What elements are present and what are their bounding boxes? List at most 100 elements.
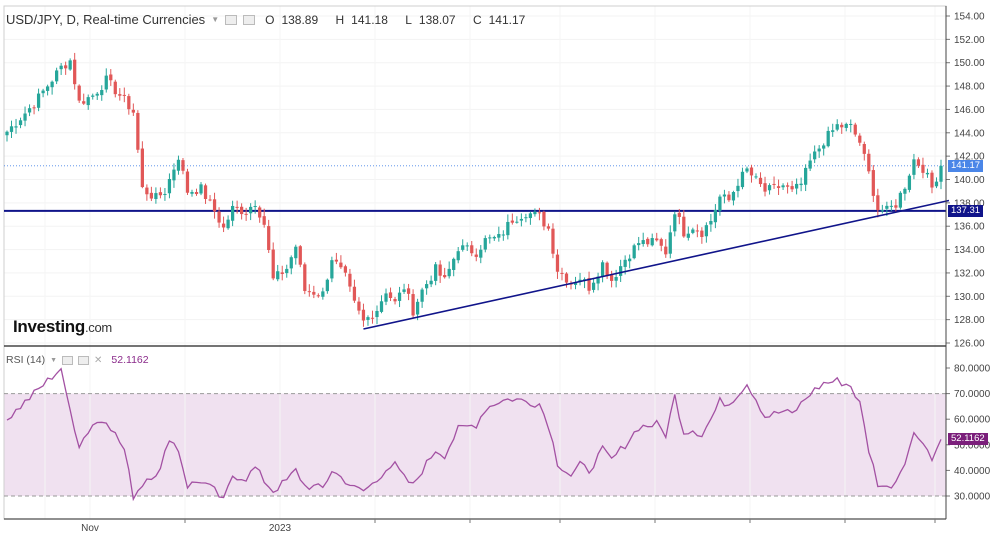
candle[interactable] (492, 235, 496, 241)
candle[interactable] (41, 88, 45, 98)
candle[interactable] (167, 173, 172, 199)
candle[interactable] (506, 214, 510, 240)
candle[interactable] (271, 242, 275, 281)
candle[interactable] (289, 255, 293, 275)
candle[interactable] (758, 172, 763, 187)
close-icon[interactable]: ✕ (94, 354, 103, 366)
candle[interactable] (86, 94, 90, 110)
candle[interactable] (109, 69, 113, 86)
candle[interactable] (145, 184, 149, 201)
candle[interactable] (384, 288, 388, 306)
candle[interactable] (303, 262, 307, 295)
candle[interactable] (375, 305, 379, 325)
candle[interactable] (443, 267, 447, 279)
candle[interactable] (916, 157, 921, 169)
candle[interactable] (862, 141, 866, 161)
candle[interactable] (763, 176, 767, 197)
candle[interactable] (203, 183, 208, 204)
candle[interactable] (100, 85, 104, 101)
candle[interactable] (736, 178, 740, 198)
candle[interactable] (163, 188, 167, 201)
candle[interactable] (713, 204, 718, 229)
candle[interactable] (934, 177, 939, 189)
candle[interactable] (217, 207, 221, 228)
candle[interactable] (149, 186, 154, 202)
candle[interactable] (249, 203, 253, 221)
candle[interactable] (226, 215, 230, 230)
candle[interactable] (456, 246, 460, 264)
candle[interactable] (637, 236, 641, 251)
settings-icon[interactable] (62, 355, 74, 365)
candle[interactable] (294, 244, 298, 265)
candle[interactable] (379, 295, 384, 314)
candle[interactable] (258, 205, 262, 223)
candle[interactable] (844, 122, 848, 132)
candle[interactable] (600, 260, 605, 283)
candle[interactable] (767, 183, 772, 195)
candle[interactable] (700, 227, 704, 244)
candle[interactable] (591, 278, 596, 293)
candle[interactable] (632, 243, 636, 260)
candle[interactable] (50, 80, 54, 95)
candle[interactable] (650, 233, 654, 247)
candle[interactable] (388, 287, 393, 302)
candle[interactable] (316, 293, 320, 298)
candle[interactable] (898, 191, 903, 210)
candle[interactable] (804, 164, 808, 192)
candle[interactable] (330, 256, 334, 283)
candle[interactable] (533, 208, 537, 217)
candle[interactable] (515, 216, 519, 224)
candle[interactable] (840, 122, 844, 134)
candle[interactable] (194, 188, 199, 196)
candle[interactable] (23, 106, 27, 127)
candle[interactable] (36, 88, 41, 112)
candle[interactable] (27, 104, 32, 117)
candle[interactable] (406, 283, 411, 301)
candle[interactable] (655, 232, 659, 242)
candle[interactable] (794, 178, 799, 195)
candle[interactable] (64, 61, 68, 75)
candle[interactable] (628, 254, 632, 269)
candle[interactable] (154, 187, 158, 204)
candle[interactable] (334, 252, 339, 265)
candle[interactable] (230, 200, 235, 227)
candle[interactable] (181, 158, 185, 175)
candle[interactable] (73, 52, 77, 90)
candle[interactable] (619, 259, 623, 283)
candle[interactable] (461, 239, 465, 252)
candle[interactable] (420, 287, 424, 308)
candle[interactable] (68, 58, 72, 71)
candle[interactable] (488, 234, 492, 244)
candle[interactable] (709, 213, 713, 232)
candle[interactable] (479, 245, 483, 264)
candle[interactable] (158, 187, 163, 199)
candle[interactable] (925, 168, 930, 178)
candle[interactable] (501, 230, 505, 241)
candle[interactable] (497, 226, 501, 242)
candle[interactable] (190, 189, 194, 197)
candle[interactable] (682, 210, 686, 238)
candle[interactable] (677, 208, 681, 225)
candle[interactable] (754, 173, 758, 179)
chart-title[interactable]: USD/JPY, D, Real-time Currencies (6, 12, 206, 27)
candle[interactable] (808, 153, 812, 172)
candle[interactable] (876, 188, 880, 218)
candle[interactable] (646, 237, 650, 247)
candle[interactable] (799, 177, 803, 192)
candle[interactable] (267, 219, 271, 253)
candle[interactable] (172, 163, 176, 188)
candle[interactable] (894, 199, 898, 212)
candle[interactable] (907, 173, 912, 193)
candle[interactable] (867, 149, 871, 174)
candle[interactable] (307, 284, 311, 297)
candle[interactable] (542, 210, 546, 231)
candle[interactable] (551, 223, 555, 259)
candle[interactable] (871, 165, 875, 202)
candle[interactable] (835, 119, 839, 132)
candle[interactable] (772, 176, 776, 189)
candle[interactable] (298, 245, 302, 268)
candle[interactable] (939, 159, 943, 190)
candle[interactable] (176, 155, 181, 175)
candle[interactable] (745, 166, 749, 174)
candle[interactable] (609, 270, 614, 288)
